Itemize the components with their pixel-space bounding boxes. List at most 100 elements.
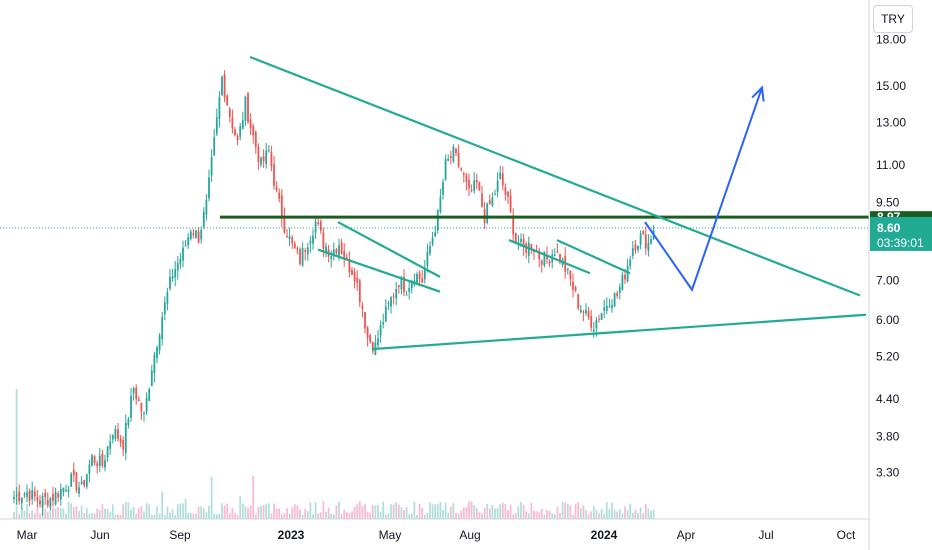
candle-body — [106, 446, 109, 458]
price-tick-label: 3.30 — [876, 465, 900, 479]
candle-body — [538, 250, 541, 259]
candle-body — [429, 245, 431, 254]
candle-body — [439, 196, 442, 213]
candle-body — [150, 370, 153, 387]
candle-body — [179, 258, 182, 265]
volume-bar — [145, 503, 148, 519]
volume-bar — [569, 505, 572, 519]
volume-bar — [546, 509, 548, 519]
candle-body — [119, 438, 122, 443]
time-axis[interactable]: Mar Jun Sep 2023 May Aug 2024 Apr Jul Oct — [0, 518, 869, 542]
candle-body — [608, 306, 611, 308]
candle-body — [468, 179, 470, 189]
candle-body — [379, 325, 382, 336]
volume-bar — [621, 513, 624, 519]
candle-body — [114, 429, 117, 439]
volume-bar — [491, 505, 494, 519]
volume-bar — [449, 506, 452, 519]
volume-bar — [564, 502, 567, 519]
candle-body — [481, 193, 483, 207]
volume-bar — [223, 505, 226, 519]
candle-body — [447, 158, 450, 161]
volume-bar — [611, 502, 613, 519]
currency-selector[interactable]: TRY — [873, 5, 913, 33]
volume-bar — [366, 511, 369, 519]
volume-bar — [566, 503, 569, 519]
price-axis[interactable]: 18.00 15.00 13.00 11.00 9.50 7.00 6.00 5.20 4.40… — [868, 0, 906, 550]
volume-bar — [592, 506, 595, 519]
volume-bar — [83, 513, 86, 519]
volume-bar — [150, 514, 153, 519]
candle-body — [624, 274, 626, 280]
candle-body — [639, 233, 642, 245]
volume-bar — [605, 501, 608, 519]
trendlines[interactable] — [249, 55, 867, 351]
candle-body — [340, 242, 343, 254]
candle-body — [395, 288, 398, 299]
candle-body — [156, 347, 158, 359]
volume-bar — [486, 503, 489, 519]
volume-bar — [317, 513, 320, 519]
volume-bar — [62, 508, 65, 519]
volume-bar — [93, 513, 96, 519]
volume-bar — [208, 505, 210, 519]
volume-bar — [340, 513, 343, 519]
volume-bar — [522, 504, 525, 519]
volume-bar — [499, 504, 502, 519]
volume-bar — [408, 514, 411, 519]
volume-bar — [520, 502, 522, 519]
projection-arrow[interactable] — [644, 85, 765, 292]
volume-bar — [44, 508, 47, 519]
volume-bar — [46, 511, 49, 519]
candle-body — [26, 492, 28, 497]
volume-bar — [618, 509, 621, 519]
volume-bar — [585, 510, 587, 519]
candle-body — [262, 156, 265, 162]
candle-body — [20, 498, 23, 504]
candle-body — [475, 179, 478, 183]
candle-body — [530, 244, 533, 249]
candle-body — [322, 232, 325, 249]
volume-bar — [306, 511, 309, 519]
candle-body — [332, 249, 335, 256]
candle-body — [111, 435, 114, 440]
volume-bar — [364, 504, 366, 519]
candle-body — [366, 327, 369, 338]
candle-body — [197, 231, 200, 243]
volume-bar — [501, 502, 504, 519]
volume-bar — [624, 506, 626, 519]
candle-body — [306, 247, 309, 255]
volume-bar — [286, 508, 288, 519]
candle-body — [410, 281, 413, 289]
volume-bar — [496, 508, 499, 519]
volume-bar — [257, 507, 260, 519]
candle-body — [577, 294, 580, 309]
candle-body — [49, 497, 52, 508]
volume-bar — [335, 505, 338, 519]
candles — [13, 70, 655, 516]
candle-body — [137, 399, 140, 401]
candle-body — [270, 151, 273, 167]
candle-body — [65, 490, 67, 492]
volume-bar — [457, 513, 460, 519]
volume-bar — [119, 514, 122, 519]
candle-body — [364, 312, 366, 329]
candle-body — [273, 164, 275, 187]
candle-body — [124, 422, 127, 453]
volume-bars — [13, 389, 655, 519]
candle-body — [592, 329, 595, 332]
volume-bar — [96, 508, 99, 519]
volume-bar — [405, 506, 408, 519]
volume-bar — [538, 512, 541, 519]
candle-body — [72, 469, 75, 476]
volume-bar — [39, 513, 41, 519]
volume-bar — [288, 513, 291, 519]
candle-body — [408, 287, 411, 293]
candle-body — [241, 120, 244, 129]
volume-bar — [429, 502, 431, 519]
volume-bar — [470, 501, 473, 519]
candle-body — [486, 203, 489, 223]
candle-body — [286, 236, 288, 238]
candle-body — [548, 261, 551, 264]
